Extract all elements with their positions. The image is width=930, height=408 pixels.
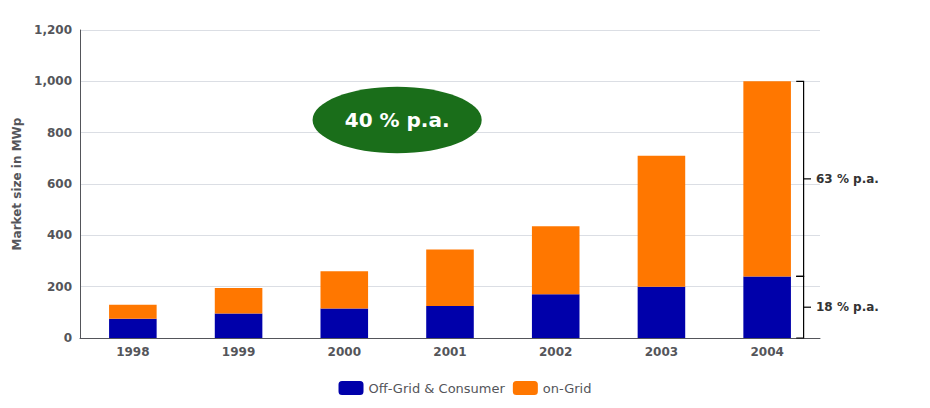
svg-text:1,000: 1,000 (34, 74, 72, 88)
svg-text:40 % p.a.: 40 % p.a. (345, 108, 450, 132)
svg-text:1999: 1999 (222, 345, 255, 359)
svg-text:2004: 2004 (750, 345, 783, 359)
svg-text:2000: 2000 (328, 345, 361, 359)
svg-text:63 % p.a.: 63 % p.a. (816, 172, 879, 186)
svg-text:on-Grid: on-Grid (543, 381, 592, 396)
svg-text:1,200: 1,200 (34, 23, 72, 37)
svg-text:1998: 1998 (116, 345, 149, 359)
svg-text:200: 200 (47, 280, 72, 294)
svg-text:400: 400 (47, 228, 72, 242)
svg-text:800: 800 (47, 126, 72, 140)
svg-text:2002: 2002 (539, 345, 572, 359)
svg-text:Market size in MWp: Market size in MWp (10, 117, 24, 250)
svg-text:2003: 2003 (645, 345, 678, 359)
svg-text:18 % p.a.: 18 % p.a. (816, 300, 879, 314)
svg-text:Off-Grid & Consumer: Off-Grid & Consumer (369, 381, 506, 396)
svg-text:0: 0 (64, 331, 72, 345)
svg-text:2001: 2001 (433, 345, 466, 359)
svg-text:600: 600 (47, 177, 72, 191)
